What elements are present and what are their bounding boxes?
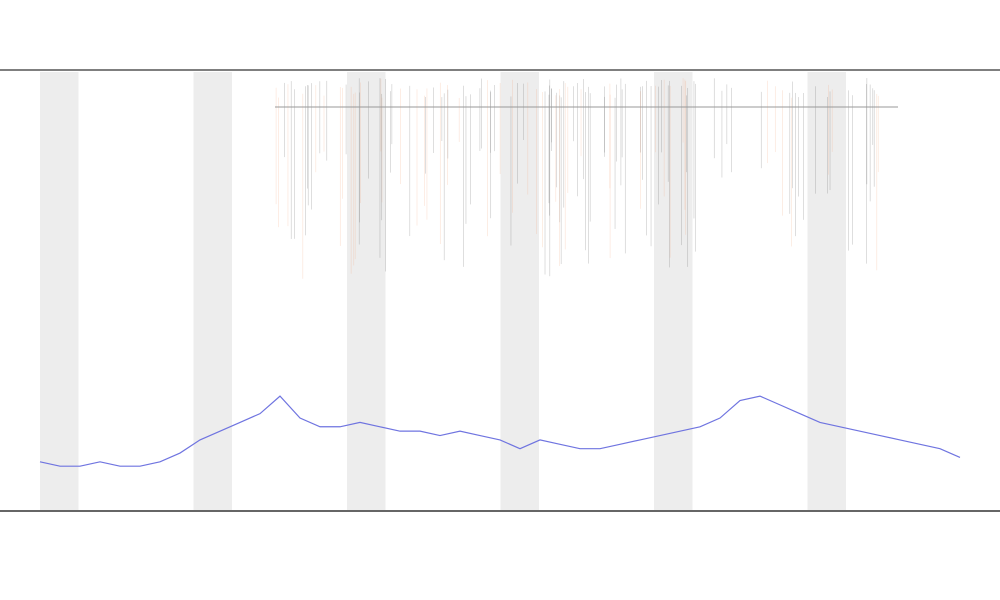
- shaded-band: [193, 72, 232, 510]
- shaded-band: [807, 72, 846, 510]
- event-markers: [275, 78, 879, 279]
- background-bands: [40, 72, 846, 510]
- shaded-band: [500, 72, 539, 510]
- shaded-band: [347, 72, 386, 510]
- shaded-band: [654, 72, 693, 510]
- shaded-band: [40, 72, 79, 510]
- data-line: [39, 395, 961, 467]
